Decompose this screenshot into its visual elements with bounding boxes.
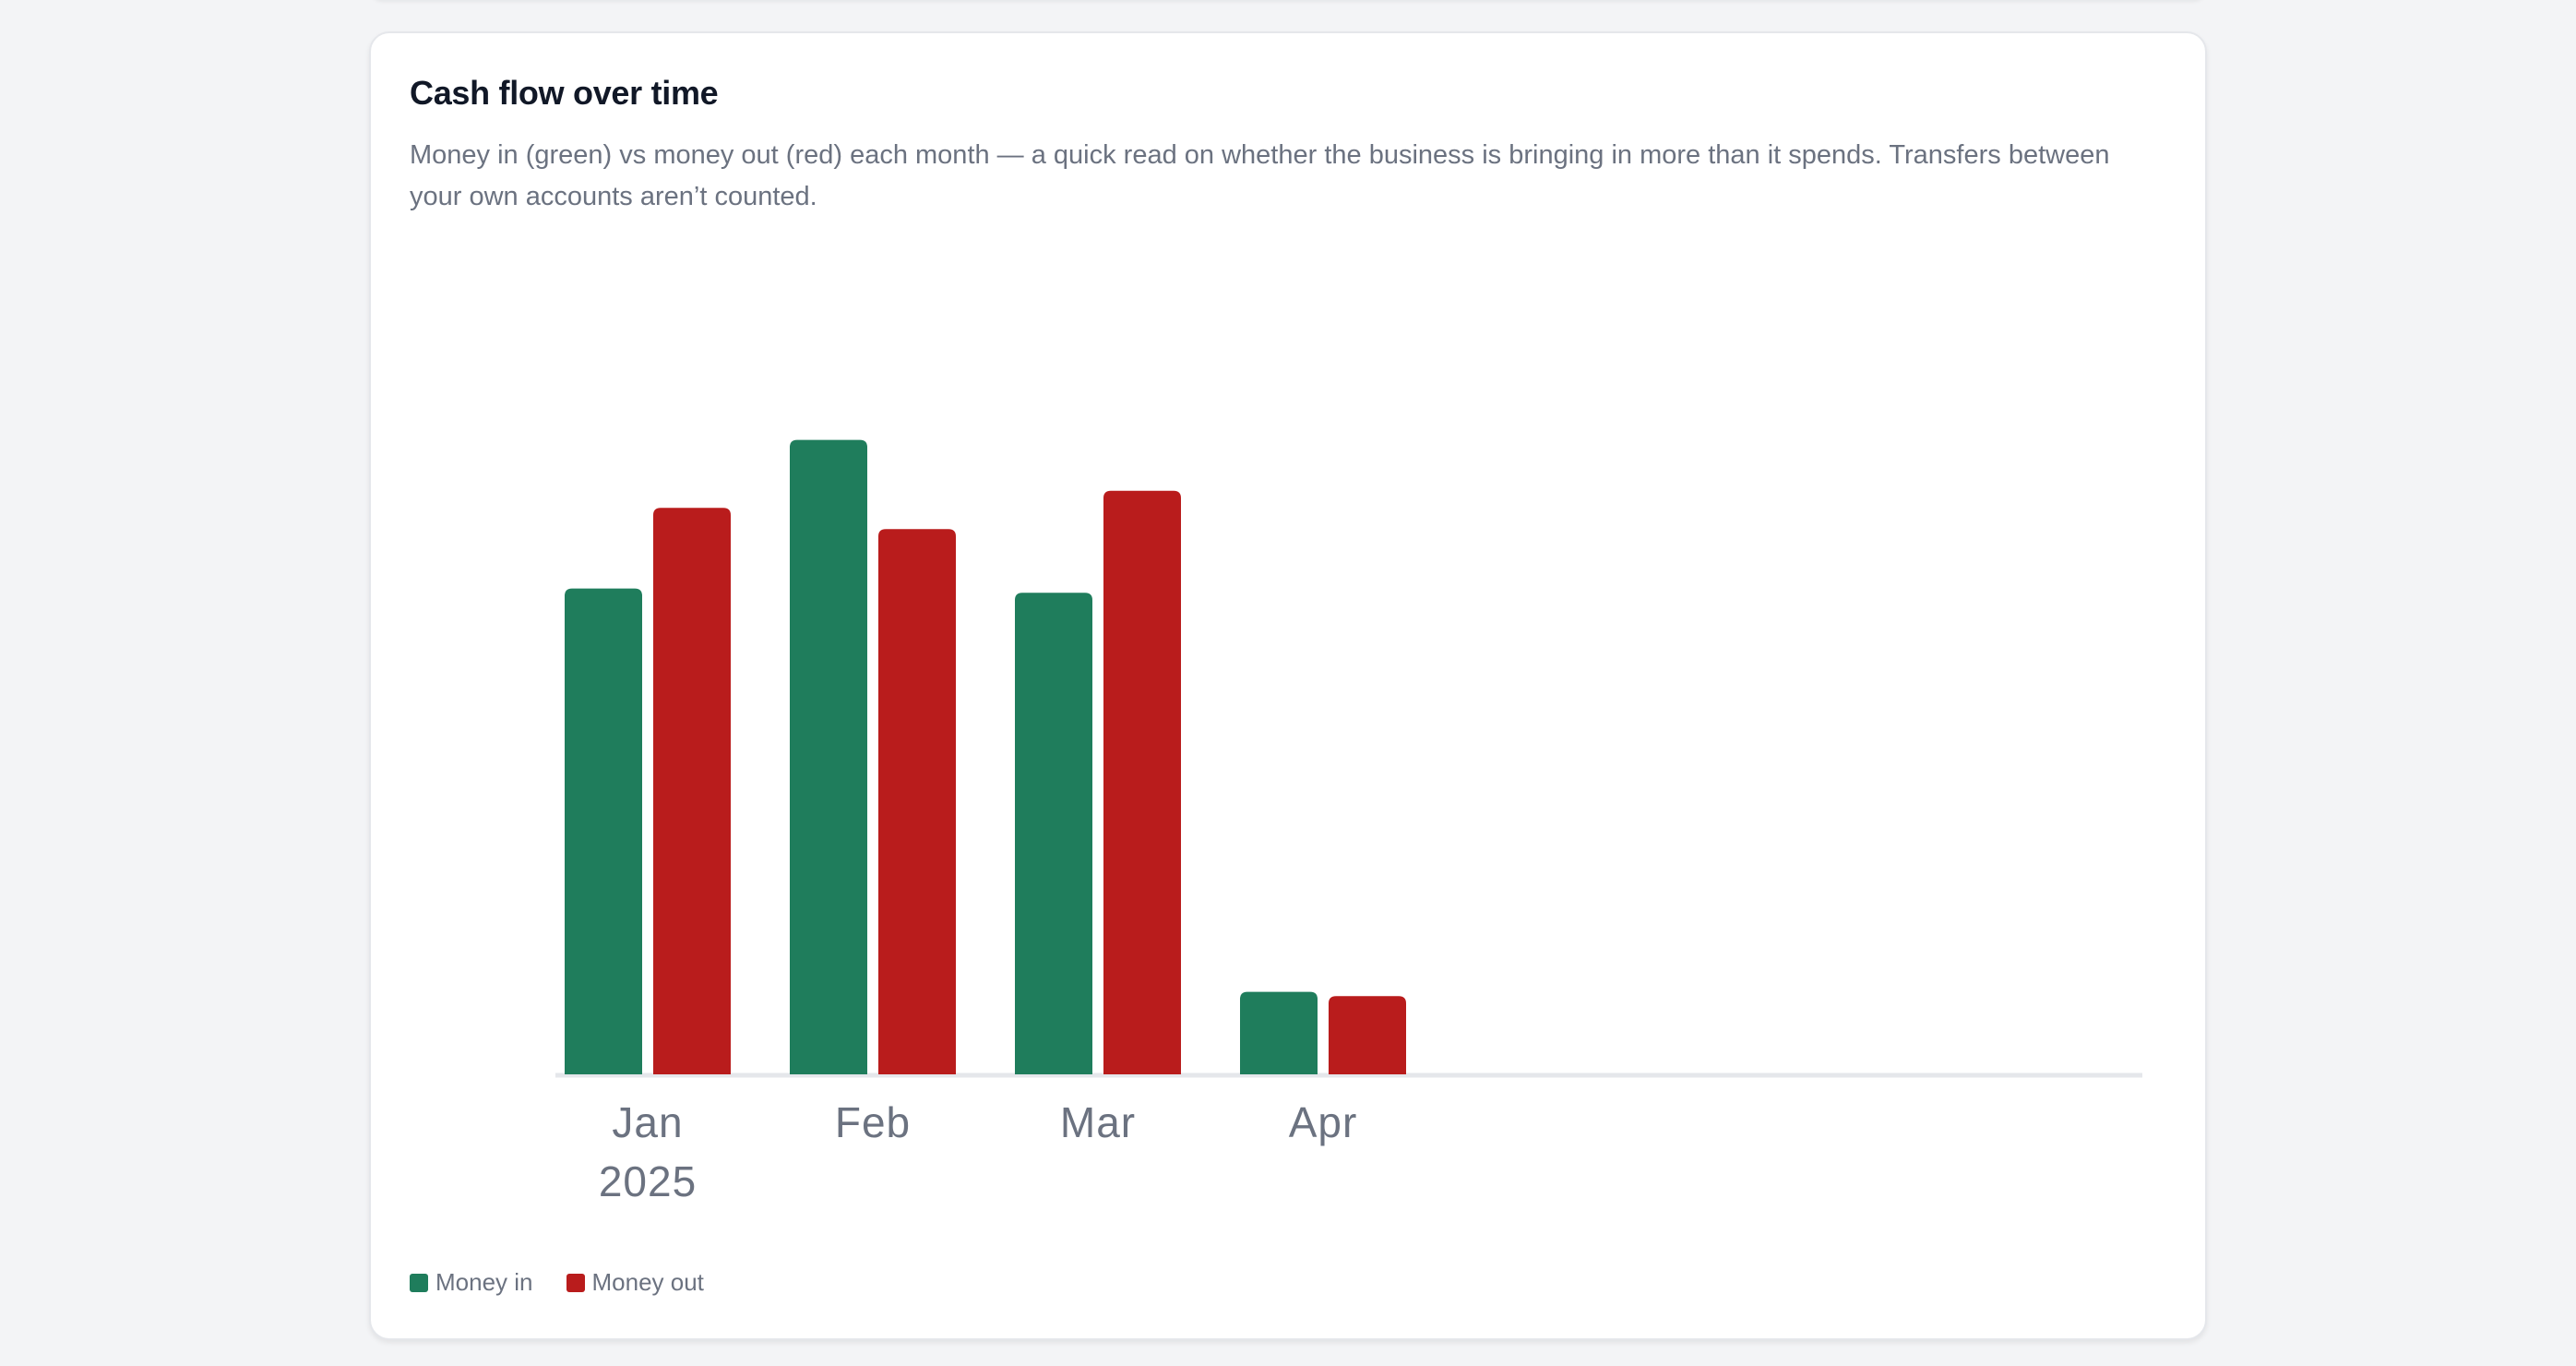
x-tick-label-0-0: Jan	[612, 1098, 683, 1146]
bar-money-in-1[interactable]	[790, 439, 867, 1075]
bar-money-out-2[interactable]	[1103, 490, 1181, 1074]
x-tick-label-2-0: Mar	[1060, 1098, 1136, 1146]
x-tick-label-3-0: Apr	[1289, 1098, 1358, 1146]
bar-money-in-3[interactable]	[1240, 991, 1318, 1074]
legend-item-money-in[interactable]: Money in	[410, 1268, 533, 1297]
legend-swatch-money-out	[566, 1273, 585, 1292]
bar-money-in-2[interactable]	[1015, 593, 1092, 1074]
x-tick-label-1-0: Feb	[835, 1098, 911, 1146]
bar-money-out-1[interactable]	[878, 529, 956, 1074]
chart-legend: Money in Money out	[410, 1268, 737, 1297]
cash-flow-card: Cash flow over time Money in (green) vs …	[369, 31, 2207, 1340]
legend-label-money-out: Money out	[591, 1268, 704, 1296]
card-title: Cash flow over time	[410, 74, 719, 112]
bar-money-out-0[interactable]	[653, 508, 731, 1074]
legend-swatch-money-in	[410, 1273, 428, 1292]
legend-label-money-in: Money in	[435, 1268, 533, 1296]
legend-item-money-out[interactable]: Money out	[566, 1268, 704, 1297]
x-tick-label-0-1: 2025	[599, 1157, 697, 1205]
bar-money-out-3[interactable]	[1329, 996, 1406, 1074]
cash-flow-chart: Jan 2025 Feb Mar Apr	[555, 439, 2142, 1205]
card-description: Money in (green) vs money out (red) each…	[410, 140, 2110, 211]
bar-money-in-0[interactable]	[565, 588, 642, 1074]
